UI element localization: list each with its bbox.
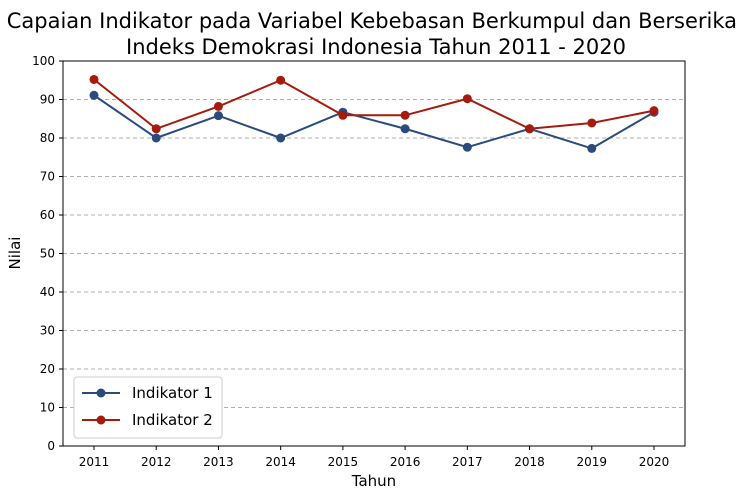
data-point xyxy=(587,118,597,128)
data-point xyxy=(151,124,161,134)
data-point xyxy=(151,133,161,143)
legend: Indikator 1 Indikator 2 xyxy=(73,376,223,439)
series-line xyxy=(93,94,655,150)
y-tick-label: 30 xyxy=(40,324,55,338)
data-point xyxy=(462,142,472,152)
x-axis-ticks: 2011 2012 2013 2014 2015 2016 2017 2018 2019 2020 xyxy=(79,446,670,469)
data-point xyxy=(525,124,535,134)
y-tick-label: 10 xyxy=(40,401,55,415)
data-point xyxy=(89,74,99,84)
data-point xyxy=(400,110,410,120)
data-point xyxy=(649,106,659,116)
gridlines xyxy=(63,99,685,408)
legend-label: Indikator 2 xyxy=(132,411,213,429)
data-point xyxy=(213,111,223,121)
legend-swatch-marker xyxy=(96,415,106,425)
legend-label: Indikator 1 xyxy=(132,384,213,402)
data-point xyxy=(400,124,410,134)
data-point xyxy=(276,75,286,85)
x-tick-label: 2020 xyxy=(639,455,670,469)
x-tick-label: 2011 xyxy=(79,455,110,469)
x-tick-label: 2014 xyxy=(265,455,296,469)
x-tick-label: 2013 xyxy=(203,455,234,469)
y-tick-label: 90 xyxy=(40,93,55,107)
series-line xyxy=(93,78,655,130)
chart-title-line-2: Indeks Demokrasi Indonesia Tahun 2011 - … xyxy=(126,35,626,59)
y-axis-label: Nilai xyxy=(6,237,24,270)
y-tick-label: 20 xyxy=(40,362,55,376)
x-tick-label: 2019 xyxy=(577,455,608,469)
y-axis-ticks: 0 10 20 30 40 50 60 70 80 90 100 xyxy=(32,54,63,453)
chart-title-line-1: Capaian Indikator pada Variabel Kebebasa… xyxy=(7,9,736,33)
legend-swatch-marker xyxy=(96,388,106,398)
y-tick-label: 50 xyxy=(40,247,55,261)
y-tick-label: 60 xyxy=(40,208,55,222)
x-tick-label: 2018 xyxy=(514,455,545,469)
y-tick-label: 40 xyxy=(40,285,55,299)
series-2 xyxy=(89,74,659,134)
x-tick-label: 2012 xyxy=(141,455,172,469)
x-axis-label: Tahun xyxy=(351,472,396,490)
data-point xyxy=(462,94,472,104)
data-point xyxy=(213,101,223,111)
plot-frame xyxy=(62,60,686,447)
x-tick-label: 2015 xyxy=(328,455,359,469)
data-point xyxy=(587,143,597,153)
series-group xyxy=(89,74,659,153)
y-tick-label: 80 xyxy=(40,131,55,145)
y-tick-label: 70 xyxy=(40,170,55,184)
data-point xyxy=(89,90,99,100)
x-tick-label: 2016 xyxy=(390,455,421,469)
data-point xyxy=(276,133,286,143)
y-tick-label: 100 xyxy=(32,54,55,68)
x-tick-label: 2017 xyxy=(452,455,483,469)
y-tick-label: 0 xyxy=(47,439,55,453)
data-point xyxy=(338,110,348,120)
